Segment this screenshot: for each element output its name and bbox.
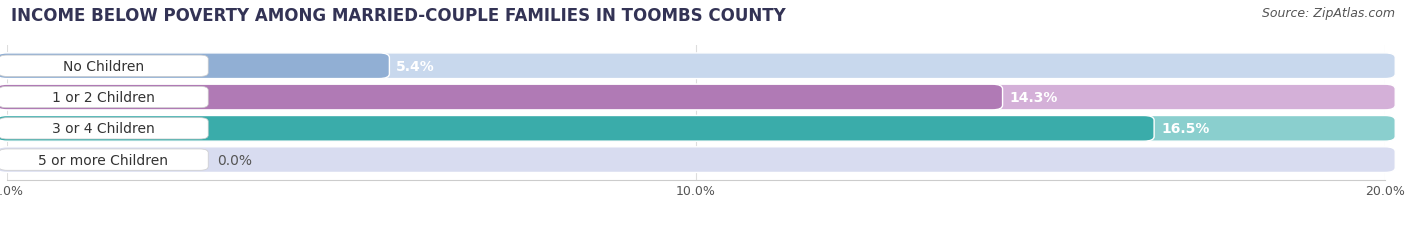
Text: Source: ZipAtlas.com: Source: ZipAtlas.com (1261, 7, 1395, 20)
Text: 5 or more Children: 5 or more Children (38, 153, 169, 167)
FancyBboxPatch shape (0, 54, 1395, 79)
Text: 0.0%: 0.0% (217, 153, 252, 167)
Text: 5.4%: 5.4% (396, 60, 434, 73)
FancyBboxPatch shape (0, 85, 1002, 110)
FancyBboxPatch shape (0, 54, 389, 79)
FancyBboxPatch shape (0, 149, 208, 170)
FancyBboxPatch shape (0, 85, 1395, 110)
Text: 14.3%: 14.3% (1010, 91, 1057, 105)
FancyBboxPatch shape (0, 116, 1154, 142)
Text: 1 or 2 Children: 1 or 2 Children (52, 91, 155, 105)
Text: INCOME BELOW POVERTY AMONG MARRIED-COUPLE FAMILIES IN TOOMBS COUNTY: INCOME BELOW POVERTY AMONG MARRIED-COUPL… (11, 7, 786, 25)
FancyBboxPatch shape (0, 147, 1395, 173)
FancyBboxPatch shape (0, 116, 1395, 142)
FancyBboxPatch shape (0, 118, 208, 139)
Text: 3 or 4 Children: 3 or 4 Children (52, 122, 155, 136)
Text: No Children: No Children (63, 60, 143, 73)
FancyBboxPatch shape (0, 87, 208, 108)
Text: 16.5%: 16.5% (1161, 122, 1209, 136)
FancyBboxPatch shape (0, 56, 208, 77)
